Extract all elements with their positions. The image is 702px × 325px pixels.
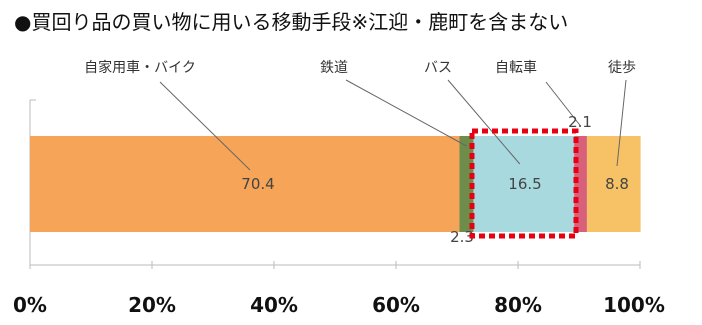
bar-segment-2 xyxy=(473,136,575,232)
value-label-car: 70.4 xyxy=(241,175,274,193)
bar-segment-0 xyxy=(30,136,460,232)
category-label-bus: バス xyxy=(424,60,452,76)
bar-segment-4 xyxy=(586,136,641,232)
leader-line-3 xyxy=(616,79,627,167)
x-tick-100: 100% xyxy=(603,293,665,317)
leader-line-4 xyxy=(159,81,251,171)
x-tick-labels: 0% 20% 40% 60% 80% 100% xyxy=(13,293,665,317)
chart-title: ●買回り品の買い物に用いる移動手段※江迎・鹿町を含まない xyxy=(14,10,568,34)
leader-line-0 xyxy=(345,79,467,147)
value-label-bicycle: 2.1 xyxy=(568,113,592,131)
leader-line-2 xyxy=(545,81,581,127)
category-label-rail: 鉄道 xyxy=(320,60,348,76)
category-label-bicycle: 自転車 xyxy=(495,59,537,76)
x-tick-40: 40% xyxy=(250,293,298,317)
value-label-bus: 16.5 xyxy=(508,175,541,193)
leader-line-1 xyxy=(447,79,521,165)
x-tick-80: 80% xyxy=(494,293,542,317)
x-tick-60: 60% xyxy=(372,293,420,317)
category-label-car: 自家用車・バイク xyxy=(84,59,196,76)
leader-lines xyxy=(159,79,627,171)
category-label-walk: 徒歩 xyxy=(608,60,636,76)
category-labels: 自家用車・バイク 鉄道 バス 自転車 徒歩 xyxy=(84,59,636,76)
highlight-box xyxy=(469,128,579,239)
x-tick-0: 0% xyxy=(13,293,47,317)
value-label-walk: 8.8 xyxy=(605,175,629,193)
x-tick-20: 20% xyxy=(128,293,176,317)
value-label-rail: 2.3 xyxy=(450,228,474,246)
value-labels: 70.4 2.3 16.5 2.1 8.8 xyxy=(241,113,629,246)
bars xyxy=(30,136,641,232)
